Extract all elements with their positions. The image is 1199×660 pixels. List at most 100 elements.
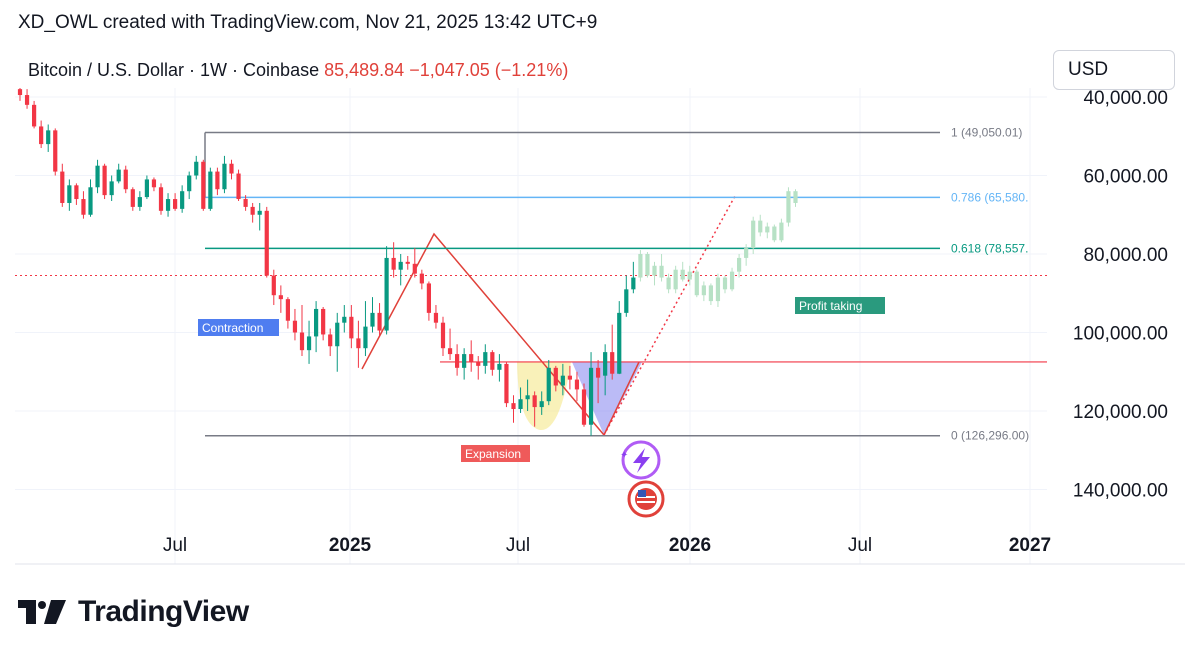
candle-body <box>194 161 199 176</box>
candle <box>250 202 255 223</box>
projected-candle <box>722 275 728 294</box>
candle-body <box>328 334 333 347</box>
candle-body <box>426 283 431 313</box>
time-tick-label: 2027 <box>1009 535 1051 556</box>
candle <box>433 305 439 329</box>
candle-body <box>74 185 79 200</box>
candle-body <box>201 161 206 209</box>
projected-candle <box>737 254 742 278</box>
time-tick-label: 2026 <box>669 535 711 556</box>
candle-body <box>483 352 488 366</box>
candle <box>560 363 565 396</box>
candle-body <box>581 389 587 425</box>
candle <box>17 88 23 101</box>
candle <box>306 320 312 364</box>
projected-candle <box>744 244 749 266</box>
candle <box>39 120 44 149</box>
candle-body <box>377 312 382 331</box>
candle-body <box>32 104 37 127</box>
price-chart[interactable]: 1 (49,050.01) 0.786 (65,580. 0.618 (78,557… <box>0 0 1199 580</box>
candle-body <box>518 399 523 410</box>
candle <box>243 195 248 211</box>
chart-credit: XD_OWL created with TradingView.com, Nov… <box>18 12 598 33</box>
ai-event-icon[interactable]: ✦ <box>620 440 661 480</box>
candle-body <box>299 332 305 351</box>
candle-body <box>567 375 572 380</box>
candle-body <box>53 130 58 172</box>
fib-level-label: 0.786 (65,580. <box>951 190 1028 204</box>
symbol-info: Bitcoin / U.S. Dollar · 1W · Coinbase 85… <box>28 60 568 81</box>
candle-body <box>588 367 594 425</box>
candle-body <box>532 395 537 408</box>
projected-candle <box>666 273 671 294</box>
candle <box>151 177 157 192</box>
candle-body <box>306 336 312 351</box>
candle-body <box>370 312 375 327</box>
us-flag-event-icon[interactable] <box>627 480 665 518</box>
tradingview-wordmark: TradingView <box>78 595 249 628</box>
projected-candle-body <box>779 222 784 241</box>
candle-body <box>278 295 283 300</box>
candle-body <box>67 185 72 203</box>
candle <box>405 255 410 270</box>
time-axis[interactable]: Jul 2025 Jul 2026 Jul 2027 <box>163 535 1051 556</box>
candle <box>321 306 326 341</box>
candle-body <box>624 289 629 313</box>
candle-body <box>130 189 135 207</box>
candle <box>130 187 135 211</box>
candle-body <box>391 257 396 270</box>
fib-level-label: 0 (126,296.00) <box>951 429 1029 443</box>
projected-candle-body <box>638 254 643 278</box>
candle <box>546 359 551 406</box>
candle-body <box>144 179 149 198</box>
candle <box>356 320 361 368</box>
candle-body <box>419 273 424 284</box>
candle-body <box>236 173 241 200</box>
candle-body <box>560 375 565 386</box>
candle <box>462 348 467 380</box>
candle <box>511 395 516 423</box>
candle-body <box>469 354 474 362</box>
tradingview-logo-icon <box>18 600 66 624</box>
projected-candle-body <box>687 271 692 280</box>
candle-body <box>95 165 100 188</box>
candle-body <box>321 308 326 335</box>
candle-body <box>440 322 446 349</box>
projected-candle <box>765 222 770 239</box>
candle <box>102 163 107 200</box>
candle <box>123 165 128 194</box>
candle <box>335 312 340 372</box>
candle <box>180 185 185 213</box>
candle-body <box>285 299 290 321</box>
projected-candle <box>645 252 650 278</box>
projected-candle-body <box>715 277 721 302</box>
candle-body <box>180 191 185 209</box>
price-axis[interactable]: 40,000.00 60,000.00 80,000.00 100,000.00 120… <box>1073 88 1168 502</box>
tradingview-logo[interactable]: TradingView <box>18 594 249 630</box>
candle-body <box>511 403 516 410</box>
candle-body <box>187 175 192 192</box>
candle-body <box>173 199 178 209</box>
projected-candle <box>673 265 678 294</box>
candle-body <box>264 210 269 276</box>
candle <box>257 202 262 231</box>
projected-candle <box>779 218 784 243</box>
candle <box>158 183 164 215</box>
currency-selector[interactable]: USD <box>1053 50 1175 90</box>
price-tick-label: 60,000.00 <box>1083 167 1168 188</box>
projected-candle <box>793 189 798 207</box>
candle-body <box>109 181 114 196</box>
candle <box>567 365 572 390</box>
candle <box>60 163 65 207</box>
candle <box>67 179 72 211</box>
candle <box>581 383 587 427</box>
candle <box>88 179 93 217</box>
projection-trend-line <box>603 195 736 436</box>
candle-body <box>215 171 220 190</box>
candle <box>469 340 474 372</box>
candle-body <box>384 257 389 331</box>
candle <box>553 365 558 392</box>
candle-body <box>405 261 410 264</box>
candle <box>81 191 86 219</box>
candle <box>349 305 354 349</box>
